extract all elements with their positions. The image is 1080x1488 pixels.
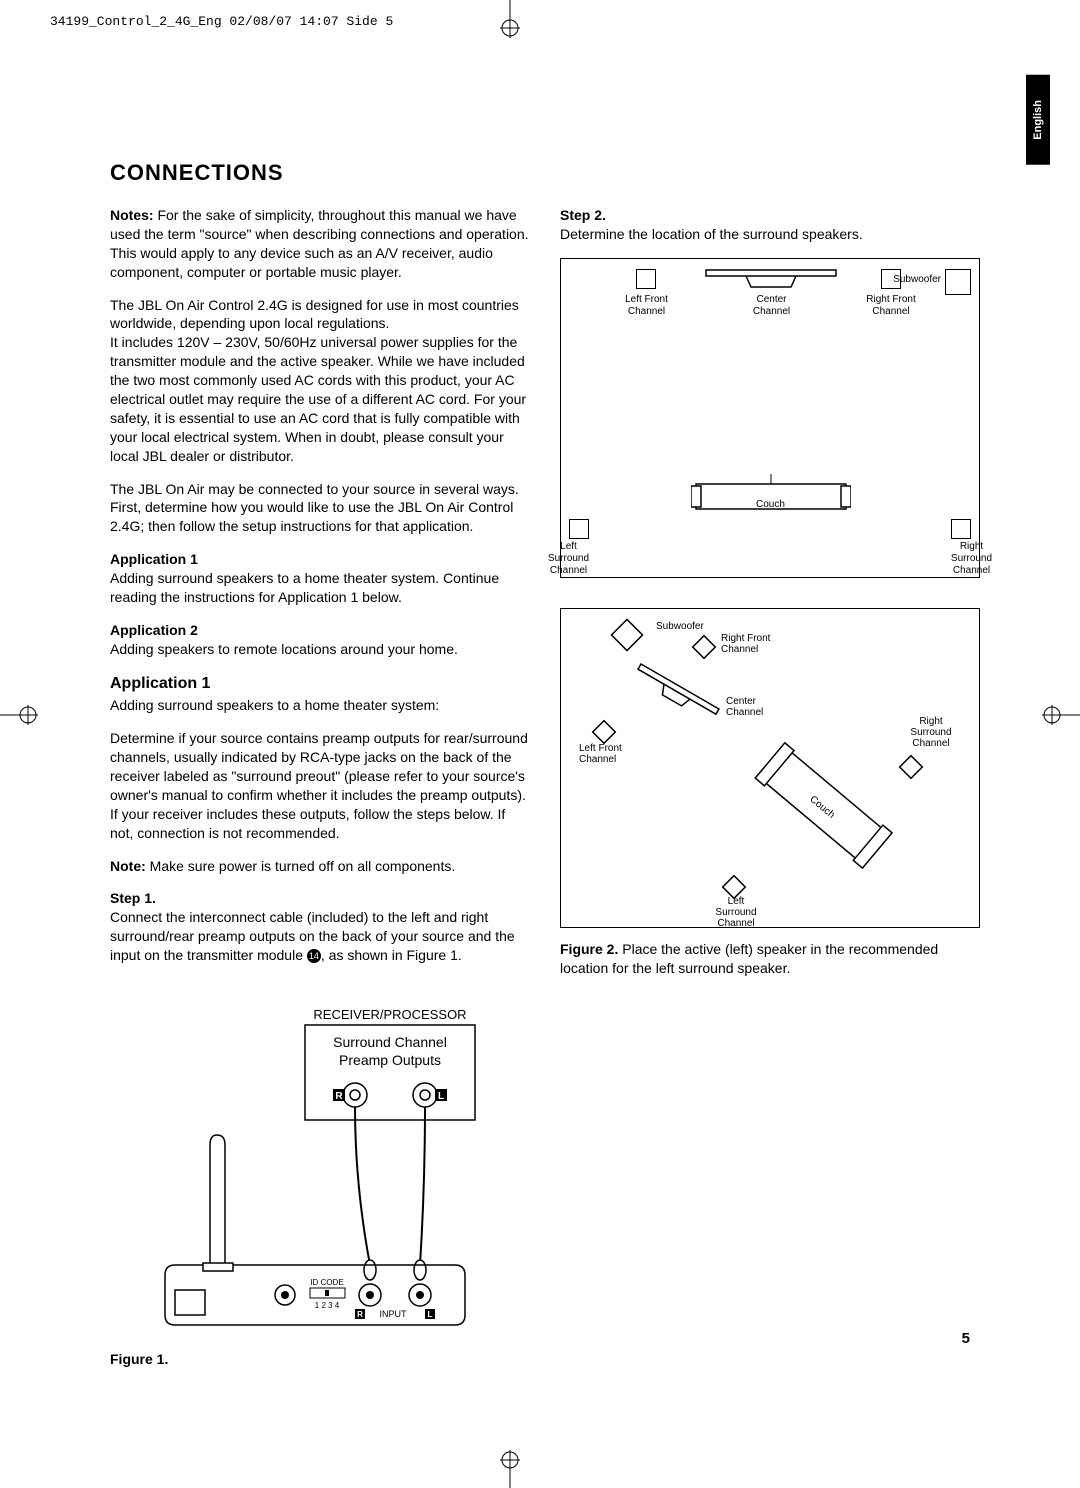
print-header: 34199_Control_2_4G_Eng 02/08/07 14:07 Si…	[50, 14, 393, 29]
para2b: It includes 120V – 230V, 50/60Hz univers…	[110, 334, 526, 463]
language-tab: English	[1026, 75, 1050, 165]
left-surround-label: Left Surround Channel	[541, 541, 596, 577]
fig1-title: RECEIVER/PROCESSOR	[313, 1007, 466, 1022]
fig1-sub2: Preamp Outputs	[339, 1052, 441, 1068]
left-front-label: Left Front Channel	[619, 294, 674, 318]
svg-text:ID CODE: ID CODE	[310, 1278, 343, 1287]
step1-label: Step 1.	[110, 890, 156, 906]
application1-heading: Application 1	[110, 673, 530, 695]
page-content: CONNECTIONS Notes: For the sake of simpl…	[110, 160, 980, 1369]
fig1-sub1: Surround Channel	[333, 1034, 447, 1050]
figure1-diagram: RECEIVER/PROCESSOR Surround Channel Prea…	[155, 1005, 485, 1335]
figure-1: RECEIVER/PROCESSOR Surround Channel Prea…	[110, 1005, 530, 1369]
app1-intro: Adding surround speakers to a home theat…	[110, 696, 530, 715]
notes-label: Notes:	[110, 207, 154, 223]
svg-text:Subwoofer: Subwoofer	[656, 621, 704, 632]
note-label: Note:	[110, 858, 146, 874]
svg-text:LeftSurroundChannel: LeftSurroundChannel	[715, 896, 756, 929]
room-diagram-2: Subwoofer Right FrontChannel CenterChann…	[560, 608, 980, 928]
room-diagram-1: Left Front Channel Center Channel Right …	[560, 258, 980, 578]
subwoofer-label: Subwoofer	[886, 274, 941, 286]
room2-svg: Subwoofer Right FrontChannel CenterChann…	[561, 609, 981, 929]
app1-label: Application 1	[110, 551, 198, 567]
figure1-caption: Figure 1.	[110, 1350, 530, 1369]
svg-text:L: L	[428, 1310, 433, 1319]
para2: The JBL On Air Control 2.4G is designed …	[110, 297, 519, 332]
notes-text: For the sake of simplicity, throughout t…	[110, 207, 529, 280]
couch-label: Couch	[756, 499, 785, 511]
section-title: CONNECTIONS	[110, 160, 980, 186]
right-surround-label: Right Surround Channel	[944, 541, 999, 577]
svg-text:L: L	[438, 1091, 444, 1102]
app1-text: Adding surround speakers to a home theat…	[110, 570, 499, 605]
svg-text:Left FrontChannel: Left FrontChannel	[579, 743, 622, 765]
figure2-label: Figure 2.	[560, 941, 618, 957]
page-number: 5	[962, 1330, 970, 1347]
svg-text:1 2 3 4: 1 2 3 4	[315, 1301, 340, 1310]
svg-text:R: R	[335, 1091, 343, 1102]
callout-14-icon: 14	[307, 949, 321, 963]
center-label: Center Channel	[744, 294, 799, 318]
right-front-label: Right Front Channel	[861, 294, 921, 318]
svg-text:Couch: Couch	[807, 794, 836, 821]
right-column: Step 2. Determine the location of the su…	[560, 206, 980, 1369]
note-text: Make sure power is turned off on all com…	[146, 858, 455, 874]
crop-mark-top	[495, 0, 525, 40]
step2-text: Determine the location of the surround s…	[560, 226, 863, 242]
svg-text:RightSurroundChannel: RightSurroundChannel	[910, 716, 951, 749]
app2-label: Application 2	[110, 622, 198, 638]
left-column: Notes: For the sake of simplicity, throu…	[110, 206, 530, 1369]
para3: The JBL On Air may be connected to your …	[110, 480, 530, 537]
tv-icon	[701, 267, 841, 292]
step1-text-b: , as shown in Figure 1.	[321, 947, 462, 963]
step2-label: Step 2.	[560, 207, 606, 223]
svg-text:R: R	[357, 1310, 363, 1319]
app2-text: Adding speakers to remote locations arou…	[110, 641, 458, 657]
svg-text:CenterChannel: CenterChannel	[726, 696, 763, 718]
svg-text:Right FrontChannel: Right FrontChannel	[721, 633, 771, 655]
crop-mark-right	[1040, 700, 1080, 730]
crop-mark-bottom	[495, 1448, 525, 1488]
crop-mark-left	[0, 700, 40, 730]
svg-text:INPUT: INPUT	[380, 1309, 408, 1319]
app1-para: Determine if your source contains preamp…	[110, 729, 530, 842]
